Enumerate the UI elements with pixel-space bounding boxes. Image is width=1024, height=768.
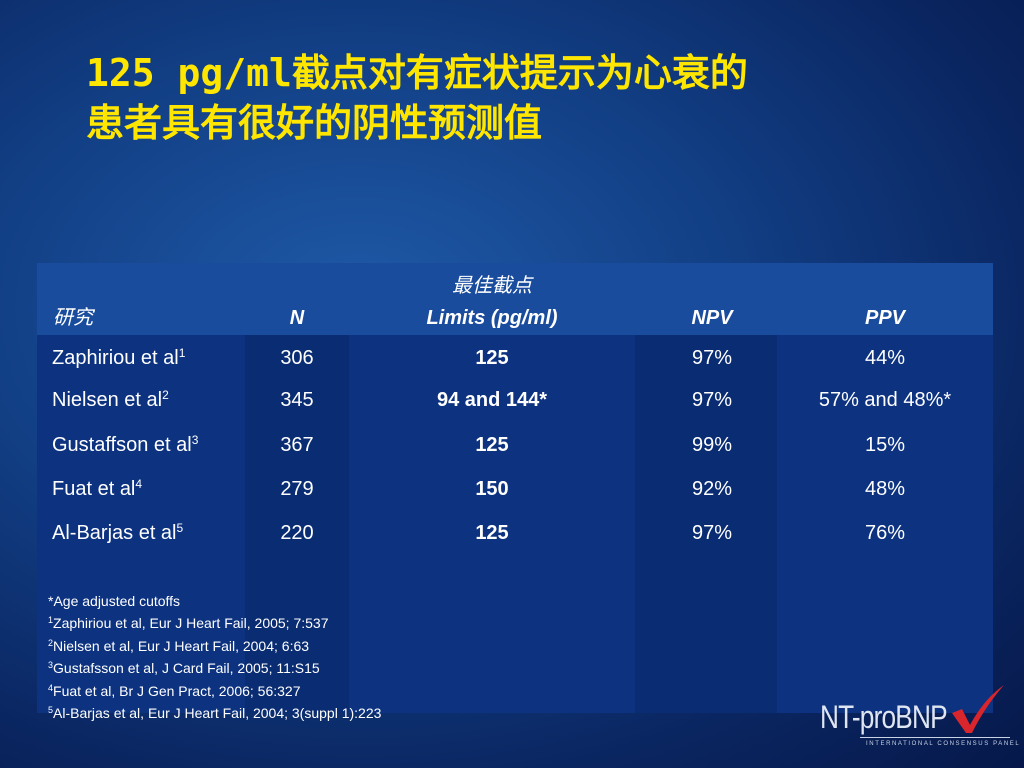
cell-cutoff: 94 and 144*	[436, 389, 548, 411]
footnote-age-adjusted: *Age adjusted cutoffs	[48, 593, 181, 609]
cell-ppv: 76%	[864, 522, 906, 544]
checkmark-icon	[952, 685, 1004, 733]
slide-title-line1: 125 pg/ml截点对有症状提示为心衰的	[86, 51, 748, 95]
results-table: 研究 N 最佳截点 Limits (pg/ml) NPV PPV Zaphiri…	[37, 263, 993, 713]
cell-ppv: 44%	[864, 347, 906, 369]
reference-item: 1Zaphiriou et al, Eur J Heart Fail, 2005…	[48, 615, 329, 631]
header-npv: NPV	[691, 307, 733, 329]
cell-study: Nielsen et al2	[52, 388, 169, 411]
cell-cutoff: 125	[475, 522, 509, 544]
cell-ppv: 57% and 48%*	[818, 389, 952, 411]
logo-subtitle: INTERNATIONAL CONSENSUS PANEL	[866, 741, 1021, 747]
cell-npv: 97%	[691, 522, 733, 544]
cell-npv: 97%	[691, 347, 733, 369]
cell-study: Fuat et al4	[52, 477, 143, 500]
cell-n: 306	[280, 347, 314, 369]
logo-text: NT-proBNP	[820, 699, 948, 735]
header-cutoff-line2: Limits (pg/ml)	[426, 307, 558, 329]
cell-study: Zaphiriou et al1	[52, 346, 186, 369]
cell-n: 367	[280, 434, 314, 456]
cell-n: 220	[280, 522, 314, 544]
cell-study: Al-Barjas et al5	[52, 521, 184, 544]
cell-cutoff: 125	[475, 347, 509, 369]
header-study: 研究	[53, 307, 93, 329]
header-ppv: PPV	[864, 307, 906, 329]
column-band-ppv	[777, 335, 993, 713]
header-cutoff-line1: 最佳截点	[452, 275, 532, 297]
table-header	[37, 263, 993, 335]
cell-n: 279	[280, 478, 314, 500]
logo-rule	[860, 737, 1010, 738]
cell-ppv: 15%	[864, 434, 906, 456]
nt-probnp-logo: NT-proBNP INTERNATIONAL CONSENSUS PANEL	[820, 683, 1019, 753]
slide-title: 125 pg/ml截点对有症状提示为心衰的 患者具有很好的阴性预测值	[86, 48, 986, 148]
cell-cutoff: 125	[475, 434, 509, 456]
cell-study: Gustaffson et al3	[52, 433, 199, 456]
cell-n: 345	[280, 389, 314, 411]
cell-ppv: 48%	[864, 478, 906, 500]
header-n: N	[289, 307, 305, 329]
column-band-study	[37, 335, 245, 713]
reference-item: 5Al-Barjas et al, Eur J Heart Fail, 2004…	[48, 705, 382, 721]
reference-item: 3Gustafsson et al, J Card Fail, 2005; 11…	[48, 660, 320, 676]
reference-item: 4Fuat et al, Br J Gen Pract, 2006; 56:32…	[48, 683, 301, 699]
cell-npv: 97%	[691, 389, 733, 411]
slide-title-line2: 患者具有很好的阴性预测值	[86, 101, 543, 145]
column-band-cutoff	[349, 335, 635, 713]
cell-npv: 92%	[691, 478, 733, 500]
cell-cutoff: 150	[475, 478, 509, 500]
cell-npv: 99%	[691, 434, 733, 456]
reference-item: 2Nielsen et al, Eur J Heart Fail, 2004; …	[48, 638, 310, 654]
